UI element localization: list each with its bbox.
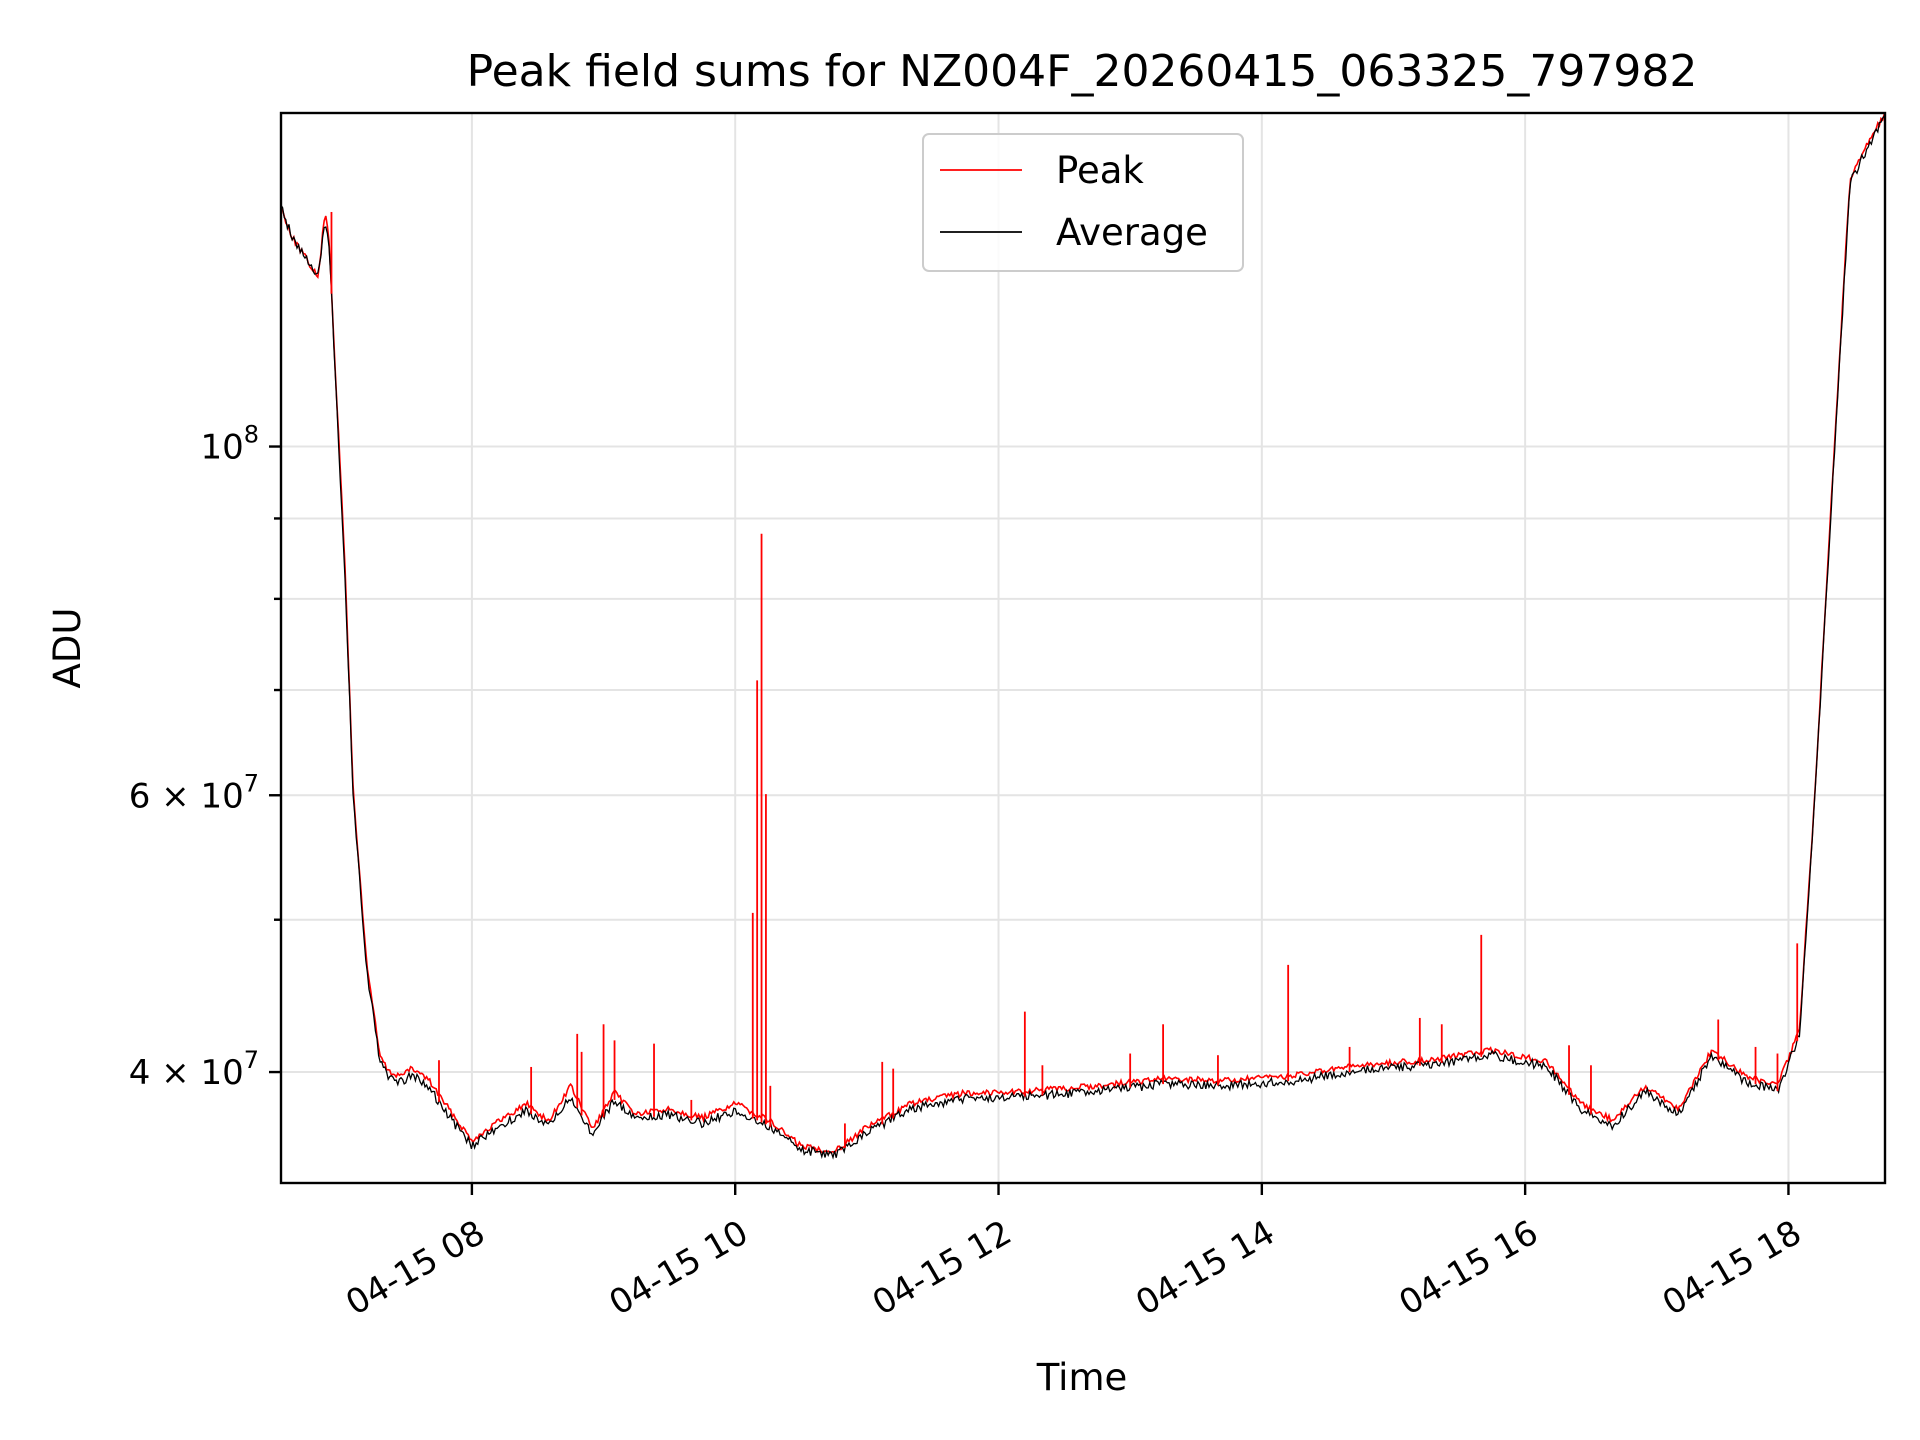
y-tick-label: 108	[200, 421, 259, 468]
series-layer	[281, 113, 1885, 1160]
grid-layer	[281, 113, 1885, 1183]
x-tick-label: 04-15 16	[1393, 1213, 1545, 1324]
tick-layer: 04-15 08 04-15 10 04-15 12 04-15 14 04-15 16…	[129, 421, 1809, 1324]
y-tick-exponent: 7	[244, 1046, 259, 1074]
x-tick-label: 04-15 14	[1129, 1213, 1281, 1324]
y-tick-label: 4 × 107	[129, 1046, 259, 1093]
x-tick-label: 04-15 08	[339, 1213, 491, 1324]
y-tick-label: 6 × 107	[129, 769, 259, 816]
y-axis-label: ADU	[46, 608, 89, 689]
y-tick-base: 10	[200, 428, 243, 468]
plot-frame	[279, 111, 1887, 1185]
chart-title: Peak field sums for NZ004F_20260415_0633…	[467, 46, 1698, 97]
x-axis-label: Time	[1036, 1356, 1128, 1399]
x-tick-label: 04-15 12	[866, 1213, 1018, 1324]
y-tick-base: 4 × 10	[129, 1053, 244, 1093]
legend-box	[922, 133, 1244, 272]
y-tick-exponent: 7	[244, 769, 259, 797]
series-line-peak	[281, 113, 1885, 1155]
series-line-average	[281, 115, 1885, 1160]
y-tick-base: 6 × 10	[129, 776, 244, 816]
x-tick-label: 04-15 18	[1656, 1213, 1808, 1324]
legend: Peak Average	[922, 133, 1244, 272]
legend-label-average: Average	[1056, 211, 1208, 254]
legend-label-peak: Peak	[1056, 149, 1144, 192]
y-tick-exponent: 8	[244, 421, 259, 449]
x-tick-label: 04-15 10	[603, 1213, 755, 1324]
